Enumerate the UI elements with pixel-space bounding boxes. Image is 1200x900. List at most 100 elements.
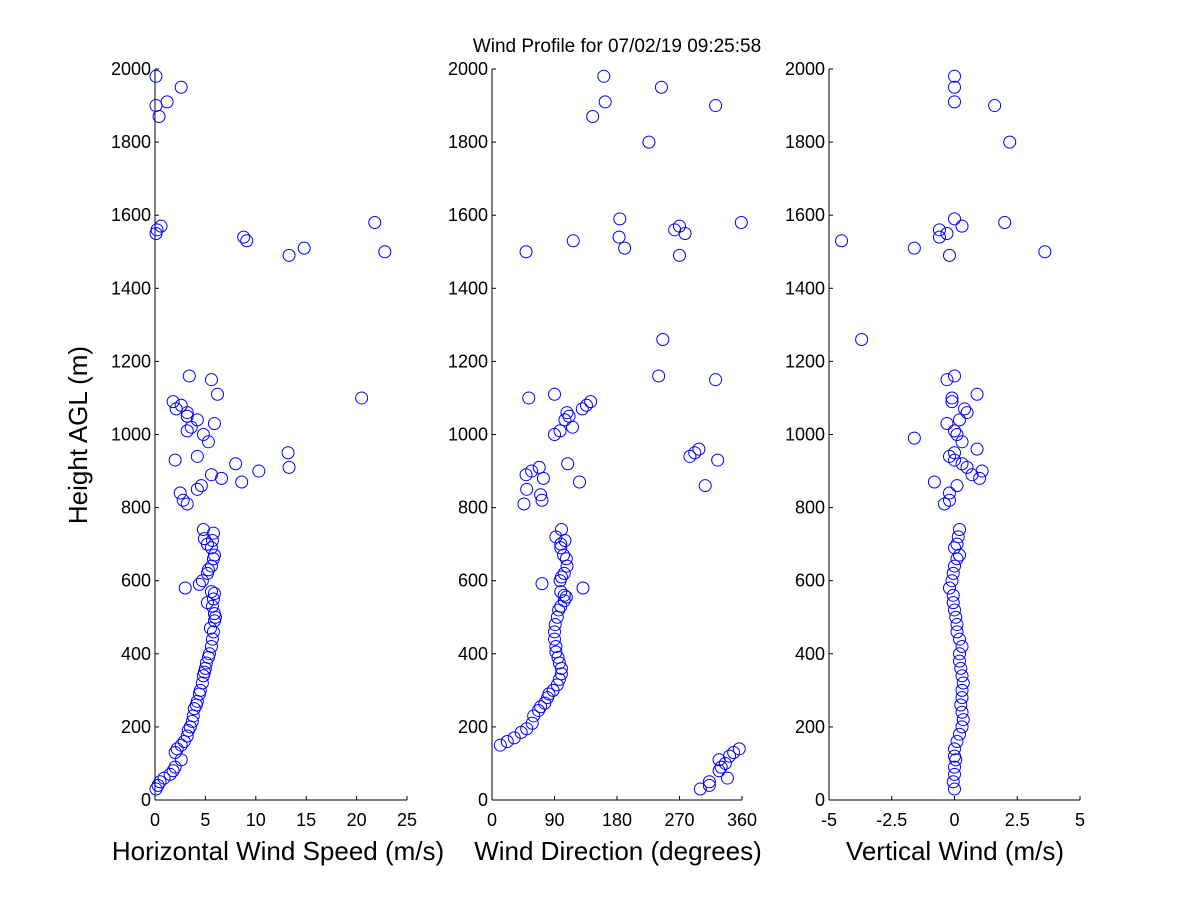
data-point xyxy=(1038,245,1052,259)
data-point xyxy=(368,216,382,230)
data-point xyxy=(579,398,593,412)
y-tick-label: 1800 xyxy=(785,132,825,152)
data-point xyxy=(955,691,969,705)
data-point xyxy=(950,552,964,566)
data-point xyxy=(557,548,571,562)
data-point xyxy=(557,594,571,608)
y-tick-label: 0 xyxy=(141,790,151,810)
x-tick-label: 2.5 xyxy=(1005,810,1030,830)
data-point xyxy=(955,705,969,719)
data-point xyxy=(598,95,612,109)
data-point xyxy=(692,442,706,456)
data-point xyxy=(196,523,210,537)
data-point xyxy=(732,742,746,756)
data-point xyxy=(160,95,174,109)
x-tick-label: 5 xyxy=(1075,810,1085,830)
data-point xyxy=(946,566,960,580)
data-point xyxy=(668,223,682,237)
data-point xyxy=(945,574,959,588)
data-point xyxy=(207,607,221,621)
y-tick-label: 800 xyxy=(458,498,488,518)
data-point xyxy=(654,80,668,94)
data-point xyxy=(951,530,965,544)
y-tick-label: 0 xyxy=(478,790,488,810)
data-point xyxy=(940,226,954,240)
data-point xyxy=(517,497,531,511)
panel-wind-direction: 0 200 400 600 800 1000 1200 1400 1600 1800 2000 0 90… xyxy=(448,59,762,866)
data-point xyxy=(548,632,561,646)
y-tick-label: 400 xyxy=(795,644,825,664)
data-point xyxy=(174,753,188,767)
data-point xyxy=(718,756,732,770)
data-point xyxy=(683,449,697,463)
data-point xyxy=(948,80,961,94)
data-point xyxy=(948,212,961,226)
x-tick-label: 20 xyxy=(347,810,367,830)
y-tick-label: 1400 xyxy=(448,278,488,298)
data-point xyxy=(535,493,549,507)
data-point xyxy=(190,413,204,427)
data-point xyxy=(907,241,921,255)
data-point xyxy=(174,398,188,412)
data-point xyxy=(953,632,967,646)
data-point xyxy=(180,729,194,743)
data-point xyxy=(532,460,546,474)
data-point xyxy=(548,625,561,639)
data-point xyxy=(199,656,213,670)
data-point xyxy=(206,625,220,639)
data-point xyxy=(536,471,550,485)
horizontal-wind-speed-x-axis-label: Horizontal Wind Speed (m/s) xyxy=(112,836,444,866)
y-tick-label: 2000 xyxy=(111,59,151,79)
data-point xyxy=(714,760,728,774)
data-point xyxy=(835,234,849,248)
data-point xyxy=(201,435,215,449)
data-point xyxy=(698,479,712,493)
data-point xyxy=(282,248,296,262)
data-point xyxy=(575,402,589,416)
y-tick-label: 600 xyxy=(795,571,825,591)
data-point xyxy=(940,417,954,431)
data-point xyxy=(618,241,632,255)
data-point xyxy=(855,332,869,346)
x-tick-label: 5 xyxy=(200,810,210,830)
data-point xyxy=(193,683,207,697)
data-point xyxy=(554,667,568,681)
data-point xyxy=(734,216,748,230)
data-point xyxy=(942,248,956,262)
data-point xyxy=(948,424,961,438)
x-tick-label: 180 xyxy=(602,810,632,830)
data-point xyxy=(973,471,987,485)
data-point xyxy=(953,523,967,537)
data-point xyxy=(153,775,167,789)
data-point xyxy=(975,464,989,478)
data-point xyxy=(180,409,194,423)
data-point xyxy=(201,563,215,577)
data-point xyxy=(584,395,598,409)
y-tick-label: 400 xyxy=(121,644,151,664)
data-point xyxy=(542,687,556,701)
y-tick-label: 1400 xyxy=(111,278,151,298)
vertical-wind-x-axis-label: Vertical Wind (m/s) xyxy=(846,836,1064,866)
data-point xyxy=(207,586,221,600)
data-point xyxy=(210,387,224,401)
data-point xyxy=(163,767,177,781)
data-point xyxy=(206,526,220,540)
x-tick-label: 10 xyxy=(246,810,266,830)
x-tick-label: 0 xyxy=(949,810,959,830)
data-point xyxy=(190,449,204,463)
data-point xyxy=(195,676,209,690)
y-tick-label: 600 xyxy=(458,571,488,591)
data-point xyxy=(950,625,964,639)
y-axis-label: Height AGL (m) xyxy=(63,346,93,524)
y-tick-label: 400 xyxy=(458,644,488,664)
data-point xyxy=(954,698,968,712)
data-point xyxy=(154,219,168,233)
data-point xyxy=(229,457,243,471)
data-point xyxy=(960,406,974,420)
data-point xyxy=(948,782,961,796)
wind-direction-x-axis-label: Wind Direction (degrees) xyxy=(474,836,762,866)
data-point xyxy=(560,406,574,420)
y-tick-label: 1200 xyxy=(448,351,488,371)
data-point xyxy=(166,764,180,778)
data-point xyxy=(184,420,198,434)
